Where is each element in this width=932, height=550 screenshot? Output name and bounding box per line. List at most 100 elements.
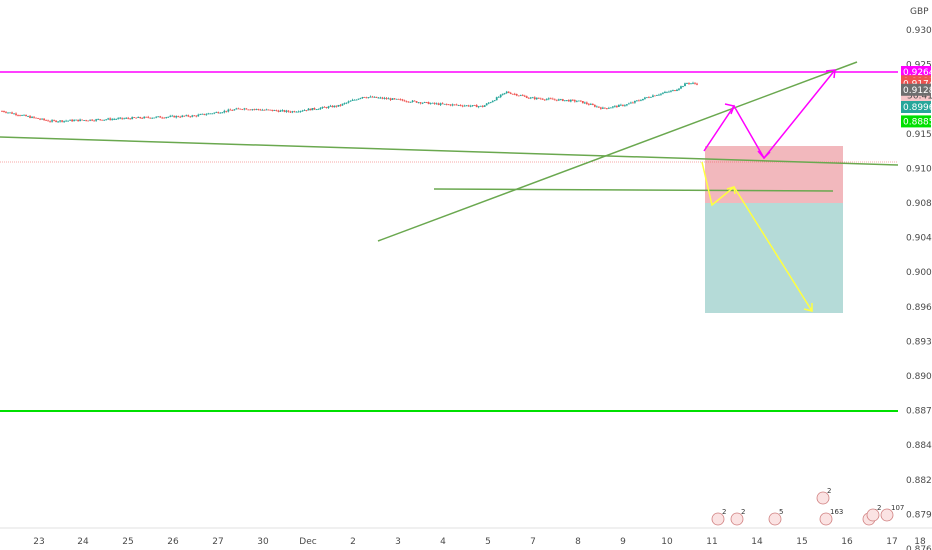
candle-body [347,101,350,103]
candle-body [173,115,176,118]
candle-body [621,104,624,106]
idea-badge-count: 163 [830,508,843,516]
time-tick-label: 4 [440,537,446,547]
ascending-trendline[interactable] [377,61,858,242]
support-tag-label: 0.88856 [903,117,932,127]
time-tick-label: 7 [530,537,536,547]
candle-body [666,91,668,93]
horizontal-trendline[interactable] [433,188,834,192]
candle-body [219,112,222,114]
candle-body [19,115,21,117]
candle-body [129,118,132,120]
idea-badge-count: 2 [741,508,745,516]
idea-badge-count: 2 [877,504,881,512]
idea-badge-avatar[interactable] [880,508,894,522]
idea-badges[interactable]: 225231632107 [711,487,904,526]
time-axis[interactable]: 23 24 25 26 27 30 Dec 2 3 4 5 7 8 9 10 11 14 15 16 17 18 [0,527,932,547]
candle-body [83,120,86,121]
time-tick-label: 8 [575,537,581,547]
bearish-projection-arrows[interactable] [701,161,813,312]
bullish-projection-path[interactable] [703,69,836,160]
candle-body [523,95,526,97]
idea-badge-avatar[interactable] [866,508,880,522]
candle-body [179,116,182,118]
price-axis[interactable]: GBP 0.930000.925000.920000.915000.910600… [900,0,932,550]
time-tick-label: 11 [706,537,717,547]
candle-body [361,97,364,99]
candle-body [7,112,9,114]
candle-body [628,103,630,105]
candle-body [583,102,586,104]
candle-body [345,102,348,104]
candle-body [35,117,37,119]
candle-body [475,105,478,108]
price-tick-label: 0.89300 [906,337,932,347]
candle-body [227,109,230,112]
price-ticks: 0.930000.925000.920000.915000.910600.908… [906,26,932,550]
candle-body [505,91,508,93]
candle-body [465,105,468,107]
candle-body [561,99,564,102]
candle-body [682,86,684,87]
candle-body [39,118,41,120]
candle-body [327,106,330,109]
candle-body [403,100,406,102]
price-tick-label: 0.87690 [906,545,932,550]
bearish-projection-path[interactable] [701,161,813,312]
candle-body [395,98,398,100]
idea-badge-avatar[interactable] [730,512,744,526]
candle-body [269,109,272,111]
idea-badge-avatar[interactable] [768,512,782,526]
price-tick-label: 0.88700 [906,407,932,417]
candle-body [447,104,450,106]
candle-body [125,117,128,119]
candle-body [543,99,546,101]
candle-body [243,108,246,110]
price-tags: 0.926430.919350.9174356:410.912800.89960… [901,66,932,128]
candle-body [199,114,202,116]
candle-body [405,101,408,103]
candle-body [305,110,308,111]
candle-body [87,120,90,122]
candle-body [137,117,140,118]
bullish-projection-arrows[interactable] [703,69,836,160]
idea-badge-avatar[interactable] [819,512,833,526]
take-profit-zone[interactable] [705,203,843,313]
candle-body [211,113,214,115]
candle-body [283,110,286,112]
candle-body [539,98,542,100]
candle-body [525,96,528,98]
candle-body [323,106,326,108]
candle-body [145,116,148,118]
candle-body [67,120,69,122]
candle-body [329,105,332,107]
candle-body [587,103,590,105]
candle-body [287,110,290,112]
stop-loss-zone[interactable] [705,146,843,203]
candle-body [49,121,51,123]
candle-body [630,102,632,104]
candle-body [537,97,540,99]
candle-body [215,112,218,113]
idea-badge-avatar[interactable] [816,491,830,505]
candle-body [619,104,622,106]
idea-badge-avatar[interactable] [711,512,725,526]
candle-body [221,112,224,114]
candle-body [291,111,294,113]
candle-body [107,118,110,120]
time-tick-label: Dec [299,537,316,547]
candle-body [571,99,574,101]
candle-body [77,119,80,122]
candle-body [169,115,172,117]
descending-trendline[interactable] [0,136,899,166]
candle-body [371,96,374,98]
candle-body [668,91,670,93]
candle-body [493,100,496,102]
candle-body [664,91,666,93]
candle-body [471,105,474,106]
